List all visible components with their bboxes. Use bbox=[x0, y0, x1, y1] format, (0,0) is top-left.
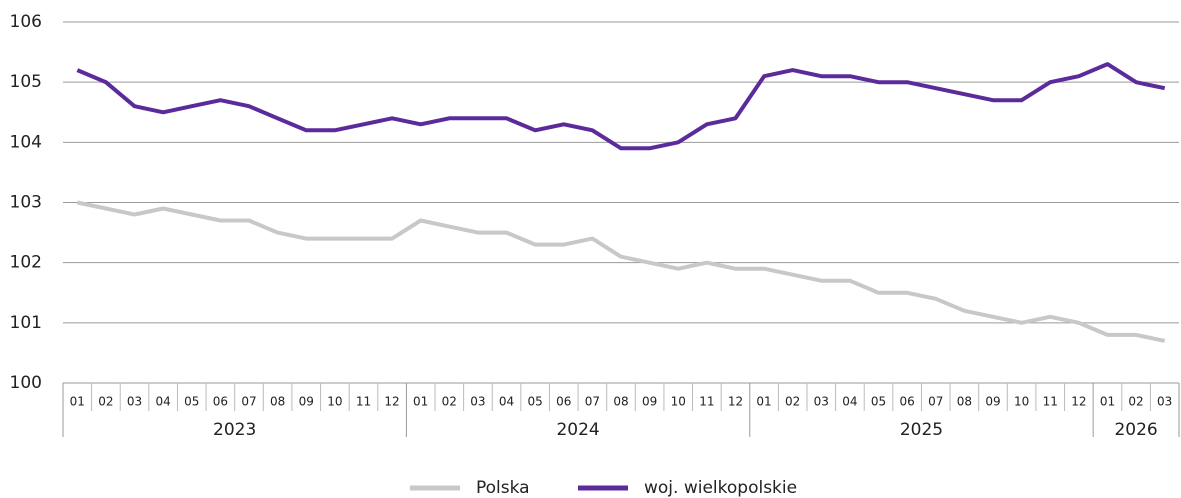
x-tick-label: 05 bbox=[871, 395, 886, 409]
x-tick-label: 10 bbox=[327, 395, 342, 409]
x-tick-label: 04 bbox=[842, 395, 857, 409]
x-tick-label: 04 bbox=[156, 395, 171, 409]
legend-label: Polska bbox=[476, 478, 530, 498]
series-line bbox=[76, 62, 1166, 151]
x-tick-label: 06 bbox=[213, 395, 228, 409]
x-tick-label: 09 bbox=[985, 395, 1000, 409]
x-tick-label: 12 bbox=[384, 395, 399, 409]
x-tick-label: 01 bbox=[70, 395, 85, 409]
x-tick-label: 07 bbox=[585, 395, 600, 409]
x-tick-label: 06 bbox=[900, 395, 915, 409]
y-tick-label: 100 bbox=[10, 373, 42, 393]
x-tick-label: 06 bbox=[556, 395, 571, 409]
legend-label: woj. wielkopolskie bbox=[644, 478, 797, 498]
x-tick-label: 02 bbox=[442, 395, 457, 409]
x-tick-label: 01 bbox=[1100, 395, 1115, 409]
x-tick-label: 03 bbox=[470, 395, 485, 409]
x-tick-label: 01 bbox=[413, 395, 428, 409]
x-tick-label: 03 bbox=[127, 395, 142, 409]
x-tick-label: 01 bbox=[756, 395, 771, 409]
y-tick-label: 105 bbox=[10, 72, 42, 92]
x-tick-label: 12 bbox=[1071, 395, 1086, 409]
x-tick-label: 08 bbox=[957, 395, 972, 409]
y-tick-label: 104 bbox=[10, 132, 42, 152]
x-tick-label: 04 bbox=[499, 395, 514, 409]
x-tick-label: 11 bbox=[1043, 395, 1058, 409]
x-group-label: 2024 bbox=[556, 420, 599, 440]
series-line bbox=[76, 200, 1166, 343]
x-group-label: 2025 bbox=[900, 420, 943, 440]
y-tick-label: 102 bbox=[10, 253, 42, 273]
x-group-label: 2023 bbox=[213, 420, 256, 440]
x-tick-label: 03 bbox=[814, 395, 829, 409]
x-tick-label: 05 bbox=[528, 395, 543, 409]
y-tick-label: 106 bbox=[10, 12, 42, 32]
x-group-label: 2026 bbox=[1114, 420, 1157, 440]
y-tick-label: 101 bbox=[10, 313, 42, 333]
x-tick-label: 12 bbox=[728, 395, 743, 409]
x-tick-label: 11 bbox=[699, 395, 714, 409]
x-tick-label: 10 bbox=[1014, 395, 1029, 409]
x-tick-label: 05 bbox=[184, 395, 199, 409]
x-tick-label: 07 bbox=[928, 395, 943, 409]
x-tick-label: 08 bbox=[270, 395, 285, 409]
x-tick-label: 09 bbox=[299, 395, 314, 409]
x-tick-label: 09 bbox=[642, 395, 657, 409]
x-tick-label: 02 bbox=[1128, 395, 1143, 409]
x-tick-label: 07 bbox=[241, 395, 256, 409]
y-tick-label: 103 bbox=[10, 193, 42, 213]
x-tick-label: 02 bbox=[98, 395, 113, 409]
x-tick-label: 10 bbox=[671, 395, 686, 409]
x-tick-label: 02 bbox=[785, 395, 800, 409]
x-tick-label: 03 bbox=[1157, 395, 1172, 409]
x-tick-label: 08 bbox=[613, 395, 628, 409]
x-tick-label: 11 bbox=[356, 395, 371, 409]
